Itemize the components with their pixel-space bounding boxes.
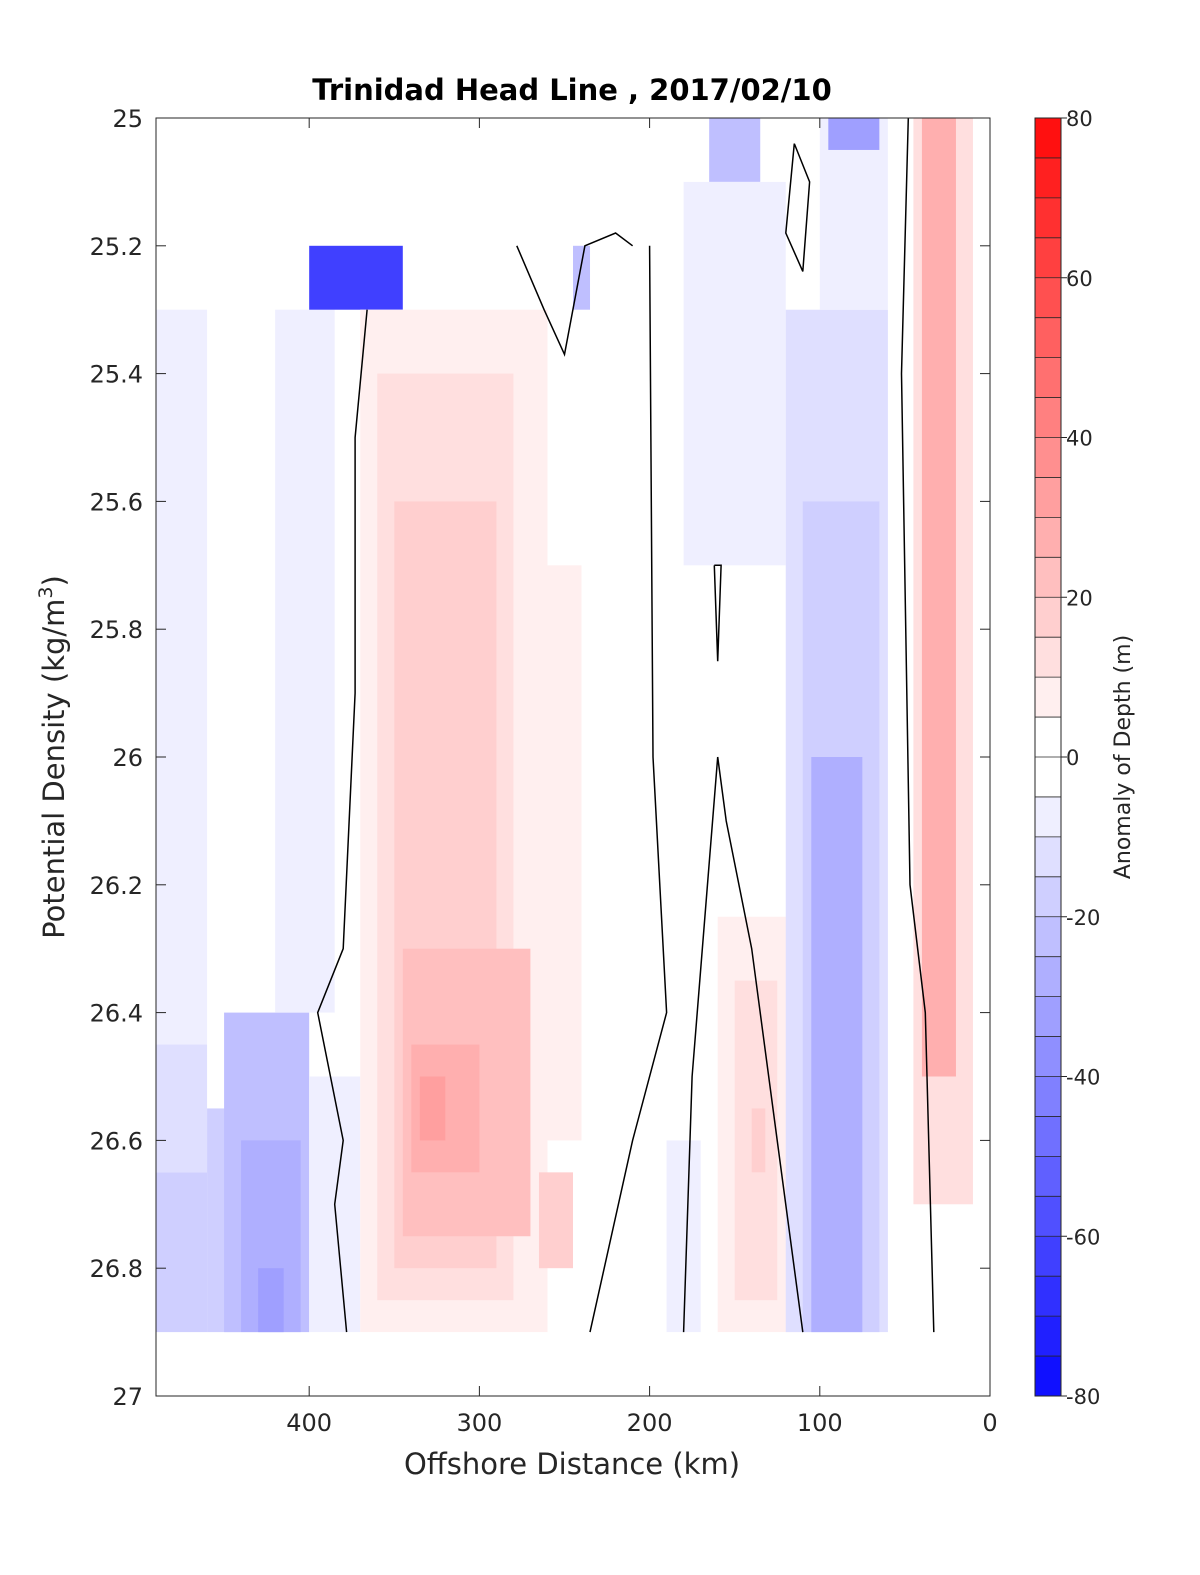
colorbar-band <box>1035 916 1061 958</box>
y-tick-label: 25.2 <box>90 233 143 261</box>
colorbar-band <box>1035 796 1061 838</box>
anomaly-band <box>156 1172 208 1333</box>
colorbar-band <box>1035 357 1061 399</box>
colorbar-band <box>1035 1356 1061 1397</box>
colorbar-band <box>1035 437 1061 478</box>
colorbar-band <box>1035 677 1061 718</box>
colorbar-band <box>1035 477 1061 518</box>
anomaly-band <box>921 118 956 1077</box>
y-tick-label: 26.8 <box>90 1255 143 1283</box>
colorbar-band <box>1035 157 1061 199</box>
zero-contour-line <box>713 564 722 662</box>
anomaly-band <box>811 757 863 1333</box>
x-tick-label: 300 <box>456 1409 502 1437</box>
colorbar-band <box>1035 277 1061 319</box>
colorbar-tick-label: -20 <box>1066 906 1100 930</box>
colorbar-band <box>1035 637 1061 678</box>
anomaly-band <box>751 1108 766 1173</box>
colorbar-band <box>1035 1236 1061 1277</box>
anomaly-band <box>419 1076 446 1141</box>
y-tick-label: 25 <box>112 105 143 133</box>
anomaly-band <box>275 309 335 1013</box>
colorbar-band <box>1035 1196 1061 1237</box>
colorbar-ticks: 80 60 40 20 0 -20 -40 -60 -80 <box>1061 107 1100 1409</box>
colorbar-tick-label: -80 <box>1066 1385 1100 1409</box>
anomaly-band <box>709 118 761 182</box>
y-tick-label: 25.6 <box>90 488 143 516</box>
anomaly-band <box>258 1268 284 1333</box>
colorbar-tick-label: 60 <box>1066 267 1093 291</box>
zero-contour-line <box>516 232 634 357</box>
y-axis-label: Potential Density (kg/m3) <box>35 575 71 939</box>
y-axis-label-close: ) <box>37 575 71 586</box>
colorbar-band <box>1035 1076 1061 1117</box>
colorbar-tick-label: -60 <box>1066 1225 1100 1249</box>
colorbar-tick-label: 80 <box>1066 107 1093 131</box>
colorbar-band <box>1035 717 1061 758</box>
colorbar-band <box>1035 317 1061 359</box>
zero-contour-line <box>682 756 804 1333</box>
y-tick-label: 27 <box>112 1383 143 1411</box>
y-tick-label: 25.4 <box>90 361 143 389</box>
colorbar-band <box>1035 996 1061 1038</box>
contour-field <box>156 118 973 1333</box>
x-tick-label: 200 <box>627 1409 673 1437</box>
x-tick-label: 100 <box>797 1409 843 1437</box>
colorbar-tick-label: -40 <box>1066 1066 1100 1090</box>
colorbar-band <box>1035 1116 1061 1157</box>
zero-contour-line <box>785 143 811 272</box>
anomaly-band <box>538 1172 573 1269</box>
anomaly-band <box>573 245 591 310</box>
colorbar-tick-label: 20 <box>1066 586 1093 610</box>
y-tick-label: 26.2 <box>90 872 143 900</box>
colorbar-band <box>1035 397 1061 438</box>
x-axis-label: Offshore Distance (km) <box>404 1447 740 1481</box>
colorbar-band <box>1035 237 1061 279</box>
zero-contour-line <box>589 245 668 1333</box>
colorbar-band <box>1035 118 1061 159</box>
colorbar-band <box>1035 1276 1061 1317</box>
colorbar-band <box>1035 876 1061 918</box>
zero-contour-line <box>316 309 368 1333</box>
colorbar-label: Anomaly of Depth (m) <box>1111 635 1136 879</box>
colorbar-band <box>1035 1316 1061 1357</box>
zero-contour-line <box>900 118 935 1333</box>
y-axis-label-superscript: 3 <box>35 586 57 598</box>
colorbar-tick-label: 40 <box>1066 427 1093 451</box>
y-tick-label: 26.6 <box>90 1127 143 1155</box>
colorbar-band <box>1035 557 1061 598</box>
anomaly-band <box>530 565 582 1141</box>
colorbar-band <box>1035 597 1061 638</box>
anomaly-band <box>666 1140 701 1333</box>
anomaly-band <box>828 118 880 150</box>
colorbar-band <box>1035 1156 1061 1197</box>
x-axis: 400 300 200 100 0 <box>286 118 998 1437</box>
colorbar-band <box>1035 956 1061 998</box>
chart-title: Trinidad Head Line , 2017/02/10 <box>312 73 832 107</box>
colorbar-band <box>1035 197 1061 239</box>
y-axis: 25 25.2 25.4 25.6 25.8 26 26.2 26.4 26.6 26.8 27 <box>90 105 990 1411</box>
colorbar-band <box>1035 517 1061 558</box>
anomaly-band <box>309 245 403 310</box>
colorbar-band <box>1035 1036 1061 1077</box>
anomaly-band <box>156 1044 208 1173</box>
colorbar-band <box>1035 757 1061 798</box>
colorbar <box>1035 118 1061 1397</box>
zero-contour-lines <box>316 118 935 1333</box>
x-tick-label: 400 <box>286 1409 332 1437</box>
colorbar-tick-label: 0 <box>1066 746 1079 770</box>
anomaly-band <box>683 181 786 566</box>
anomaly-band <box>156 309 208 1045</box>
x-tick-label: 0 <box>982 1409 997 1437</box>
y-axis-label-main: Potential Density (kg/m <box>37 599 71 939</box>
y-tick-label: 26.4 <box>90 1000 143 1028</box>
y-tick-label: 25.8 <box>90 616 143 644</box>
y-tick-label: 26 <box>112 744 143 772</box>
colorbar-band <box>1035 836 1061 878</box>
